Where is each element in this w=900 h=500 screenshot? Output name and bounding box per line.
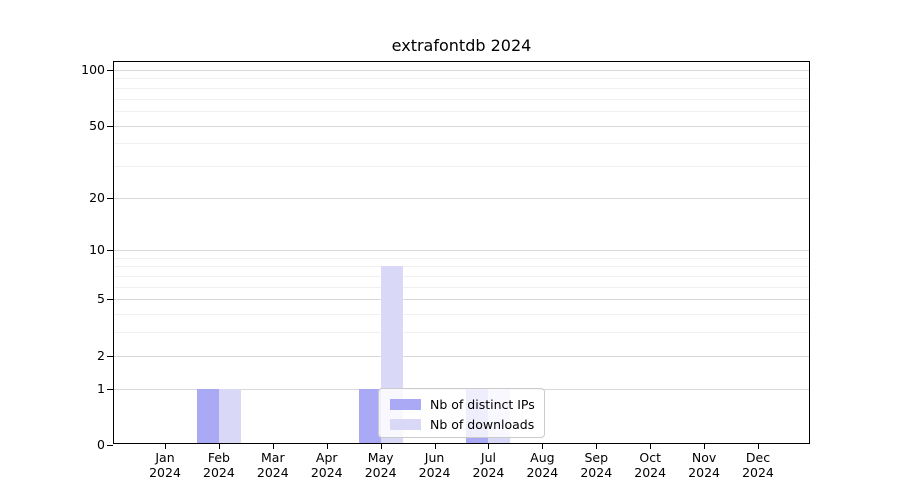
x-tickmark bbox=[596, 444, 598, 449]
x-tick-line: Oct bbox=[639, 450, 661, 465]
legend-label: Nb of distinct IPs bbox=[430, 396, 535, 412]
x-tickmark bbox=[380, 444, 382, 449]
x-tick-line: 2024 bbox=[472, 465, 505, 480]
gridline-minor bbox=[113, 78, 810, 80]
y-tick-label: 20 bbox=[89, 189, 105, 205]
y-tick-label: 10 bbox=[89, 242, 105, 258]
x-tickmark bbox=[650, 444, 652, 449]
x-tick-line: 2024 bbox=[580, 465, 613, 480]
x-tick-line: Dec bbox=[745, 450, 771, 465]
x-tick-line: 2024 bbox=[310, 465, 343, 480]
x-tick-label: Dec 2024 bbox=[728, 450, 788, 480]
x-tick-line: 2024 bbox=[634, 465, 667, 480]
gridline-minor bbox=[113, 87, 810, 89]
x-tick-line: 2024 bbox=[256, 465, 289, 480]
gridline-minor bbox=[113, 314, 810, 316]
x-tick-label: Nov 2024 bbox=[674, 450, 734, 480]
plot-area bbox=[113, 61, 810, 444]
gridline-minor bbox=[113, 165, 810, 167]
gridline-major bbox=[113, 70, 810, 71]
gridline-minor bbox=[113, 143, 810, 145]
gridline-minor bbox=[113, 110, 810, 112]
x-tick-line: 2024 bbox=[149, 465, 181, 480]
y-tick-label: 100 bbox=[81, 62, 105, 77]
x-tickmark bbox=[757, 444, 759, 449]
x-tick-label: Mar 2024 bbox=[243, 450, 303, 480]
gridline-minor bbox=[113, 257, 810, 259]
x-tickmark bbox=[326, 444, 328, 449]
gridline-minor bbox=[113, 286, 810, 288]
gridline-minor bbox=[113, 332, 810, 334]
x-tick-label: Aug 2024 bbox=[512, 450, 572, 480]
y-tick-label: 2 bbox=[97, 347, 105, 363]
x-tick-line: Mar bbox=[261, 450, 285, 465]
y-tickmark bbox=[107, 388, 113, 390]
legend-row: Nb of distinct IPs bbox=[379, 394, 544, 414]
legend-swatch bbox=[390, 398, 421, 410]
x-tick-line: 2024 bbox=[364, 465, 397, 480]
x-tick-label: May 2024 bbox=[351, 450, 411, 480]
x-tick-label: Oct 2024 bbox=[620, 450, 680, 480]
y-tickmark bbox=[107, 70, 113, 71]
x-tick-line: Jun bbox=[424, 450, 445, 465]
x-tick-line: Sep bbox=[584, 450, 609, 465]
x-tick-line: Apr bbox=[315, 450, 338, 465]
x-tickmark bbox=[272, 444, 274, 449]
x-tickmark bbox=[434, 444, 436, 449]
x-tickmark bbox=[488, 444, 490, 449]
x-tick-line: Aug bbox=[530, 450, 555, 465]
gridline-major bbox=[113, 250, 810, 252]
gridline-minor bbox=[113, 98, 810, 100]
x-tick-label: Jan 2024 bbox=[135, 450, 195, 480]
legend-row: Nb of downloads bbox=[379, 414, 544, 434]
y-tickmark bbox=[107, 125, 113, 127]
chart-title: extrafontdb 2024 bbox=[391, 36, 532, 55]
gridline-major bbox=[113, 299, 810, 301]
legend-label: Nb of downloads bbox=[430, 416, 535, 432]
x-tickmark bbox=[704, 444, 706, 449]
x-tick-line: Nov bbox=[691, 450, 717, 465]
x-tick-line: 2024 bbox=[418, 465, 451, 480]
x-tickmark bbox=[542, 444, 544, 449]
bar-distinct-ips bbox=[358, 388, 381, 444]
x-tick-label: Jul 2024 bbox=[458, 450, 518, 480]
gridline-major bbox=[113, 125, 810, 127]
legend-swatch bbox=[390, 418, 421, 430]
y-tickmark bbox=[107, 355, 113, 357]
x-tick-label: Jun 2024 bbox=[405, 450, 465, 480]
y-tickmark bbox=[107, 250, 113, 252]
x-tick-label: Feb 2024 bbox=[189, 450, 249, 480]
x-tick-line: 2024 bbox=[203, 465, 235, 480]
x-tick-line: Jul bbox=[480, 450, 496, 465]
y-tick-label: 0 bbox=[97, 437, 105, 452]
legend: Nb of distinct IPs Nb of downloads bbox=[378, 388, 545, 438]
x-tick-label: Sep 2024 bbox=[566, 450, 626, 480]
x-tickmark bbox=[165, 444, 166, 449]
gridline-major bbox=[113, 355, 810, 357]
x-tick-line: May bbox=[367, 450, 394, 465]
y-tickmark bbox=[107, 445, 113, 446]
x-tick-line: Feb bbox=[207, 450, 230, 465]
bar-distinct-ips bbox=[196, 388, 219, 444]
gridline-major bbox=[113, 197, 810, 199]
y-tick-label: 50 bbox=[89, 117, 105, 133]
y-tickmark bbox=[107, 299, 113, 301]
gridline-minor bbox=[113, 276, 810, 278]
x-tick-line: 2024 bbox=[688, 465, 720, 480]
y-tick-label: 5 bbox=[97, 291, 105, 307]
x-tick-line: 2024 bbox=[742, 465, 774, 480]
y-tick-label: 1 bbox=[97, 380, 105, 396]
gridline-minor bbox=[113, 266, 810, 268]
y-tickmark bbox=[107, 197, 113, 199]
bar-downloads bbox=[218, 388, 241, 444]
x-tick-line: Jan bbox=[155, 450, 175, 465]
x-tickmark bbox=[218, 444, 220, 449]
x-tick-label: Apr 2024 bbox=[297, 450, 357, 480]
x-tick-line: 2024 bbox=[526, 465, 559, 480]
